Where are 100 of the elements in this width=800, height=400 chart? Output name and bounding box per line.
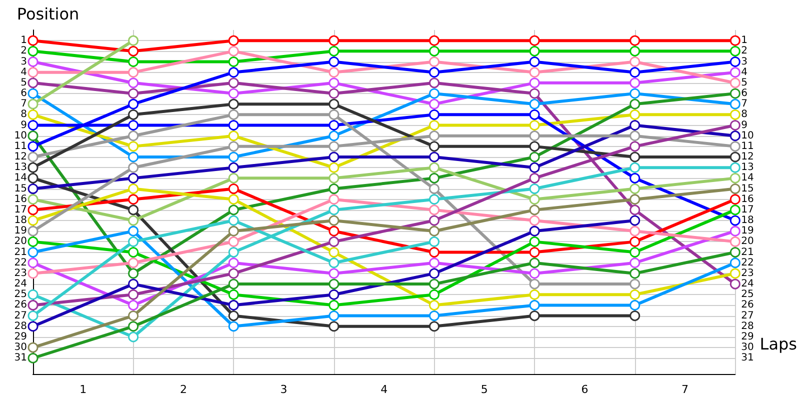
point [128, 172, 139, 184]
point [730, 78, 740, 88]
y-tick-label: 18 [14, 215, 27, 226]
point [128, 194, 139, 205]
y2-tick-label: 25 [741, 289, 754, 300]
y2-tick-label: 18 [741, 215, 754, 226]
point [428, 130, 440, 142]
point [128, 215, 139, 226]
y-tick-label: 7 [20, 98, 27, 110]
point [228, 184, 239, 194]
y2-tick-label: 4 [741, 66, 748, 78]
point [228, 236, 239, 247]
point [228, 162, 239, 173]
point [630, 184, 640, 194]
point [630, 236, 640, 247]
y2-tick-label: 20 [741, 236, 754, 248]
point [28, 88, 38, 99]
point [529, 310, 540, 322]
y-tick-label: 27 [14, 310, 27, 322]
point [228, 56, 239, 67]
point [428, 88, 440, 99]
point [630, 130, 640, 142]
point [428, 236, 440, 247]
point [328, 46, 340, 56]
y2-tick-label: 27 [741, 310, 754, 322]
point [428, 300, 440, 310]
point [428, 321, 440, 332]
point [529, 194, 540, 205]
y-tick-label: 13 [14, 162, 27, 174]
point [428, 184, 440, 194]
point [28, 162, 38, 173]
point [228, 141, 239, 152]
point [730, 247, 740, 258]
point [128, 184, 139, 194]
point [630, 67, 640, 78]
y2-tick-label: 7 [741, 98, 748, 110]
y-tick-label: 15 [14, 183, 27, 194]
point [529, 162, 540, 173]
y-tick-label: 6 [20, 88, 27, 100]
point [529, 300, 540, 310]
point [28, 321, 38, 332]
point [328, 321, 340, 332]
point [630, 300, 640, 310]
point [730, 46, 740, 56]
point [328, 98, 340, 110]
point [428, 310, 440, 322]
y2-tick-label: 30 [741, 342, 754, 354]
point [128, 152, 139, 162]
y2-tick-label: 28 [741, 320, 754, 332]
point [630, 46, 640, 56]
point [28, 268, 38, 279]
point [28, 56, 38, 67]
point [428, 194, 440, 205]
point [328, 152, 340, 162]
y-tick-label: 24 [14, 278, 27, 290]
point [228, 194, 239, 205]
point [730, 236, 740, 247]
point [228, 98, 239, 110]
point [630, 162, 640, 173]
y-tick-label: 28 [14, 320, 27, 332]
point [128, 236, 139, 247]
point [730, 226, 740, 236]
y-tick-label: 12 [14, 152, 27, 163]
point [730, 35, 740, 46]
y2-tick-label: 5 [741, 77, 748, 88]
point [28, 342, 38, 353]
x-tick-label: 1 [80, 383, 87, 396]
y-tick-label: 1 [20, 35, 27, 46]
point [529, 88, 540, 99]
point [28, 78, 38, 88]
y2-tick-label: 22 [741, 257, 754, 268]
point [328, 120, 340, 131]
y-tick-label: 21 [14, 246, 27, 258]
point [730, 172, 740, 184]
point [128, 162, 139, 173]
point [228, 247, 239, 258]
point [428, 98, 440, 110]
point [228, 35, 239, 46]
point [28, 247, 38, 258]
y2-tick-label: 24 [741, 278, 754, 290]
point [228, 172, 239, 184]
point [328, 184, 340, 194]
point [128, 120, 139, 131]
point [28, 35, 38, 46]
point [128, 268, 139, 279]
point [128, 258, 139, 268]
y2-tick-label: 23 [741, 268, 754, 279]
point [529, 78, 540, 88]
point [630, 258, 640, 268]
point [328, 35, 340, 46]
y-tick-label: 4 [20, 66, 27, 78]
point [428, 56, 440, 67]
point [529, 258, 540, 268]
point [328, 109, 340, 120]
point [630, 310, 640, 322]
point [428, 268, 440, 279]
y2-tick-label: 19 [741, 226, 754, 237]
y-tick-label: 29 [14, 331, 27, 342]
point [630, 78, 640, 88]
y-tick-label: 9 [20, 120, 27, 131]
